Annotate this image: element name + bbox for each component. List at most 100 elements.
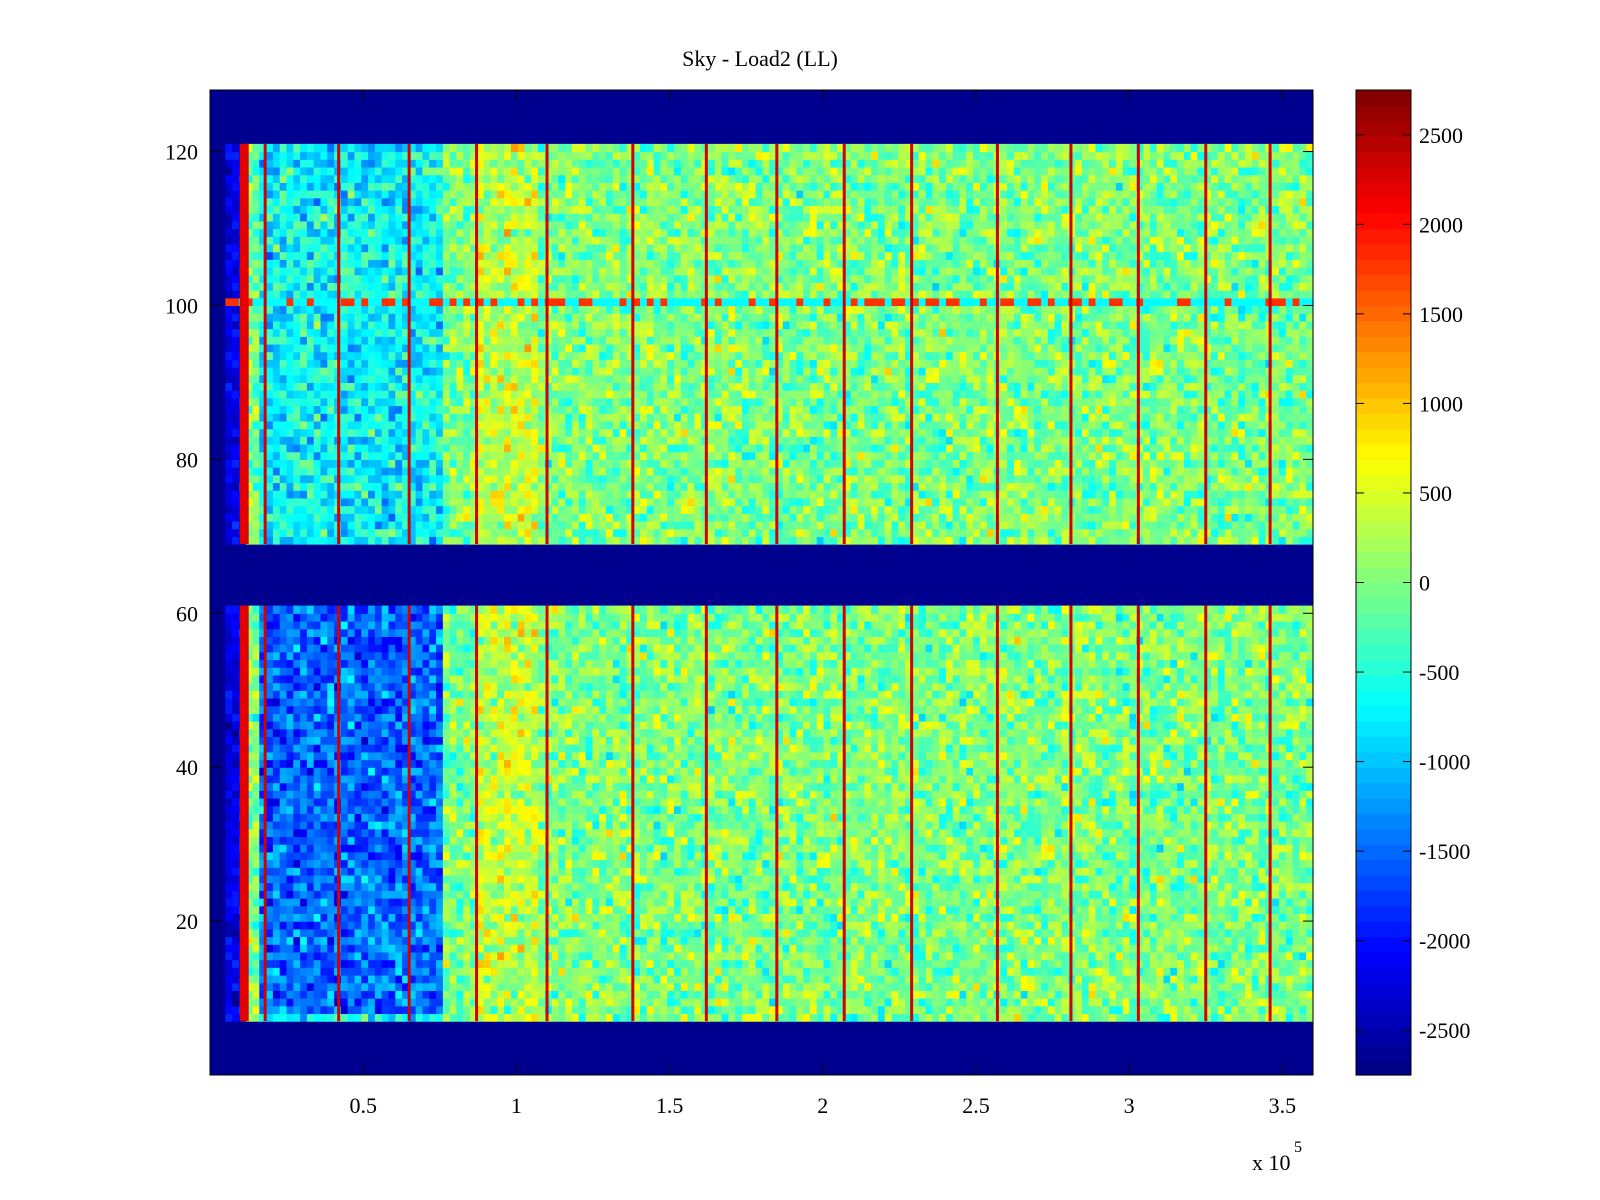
heatmap-cell: [707, 936, 716, 945]
heatmap-cell: [483, 890, 492, 899]
heatmap-cell: [1272, 913, 1280, 922]
heatmap-cell: [524, 944, 532, 953]
heatmap-cell: [1095, 851, 1103, 861]
heatmap-cell: [1238, 990, 1246, 999]
heatmap-cell: [286, 928, 294, 938]
heatmap-cell: [1197, 782, 1205, 791]
heatmap-cell: [735, 967, 743, 976]
heatmap-cell: [1115, 851, 1124, 861]
heatmap-cell: [463, 859, 471, 868]
heatmap-cell: [1306, 951, 1314, 961]
heatmap-cell: [612, 867, 621, 876]
heatmap-cell: [755, 859, 763, 868]
heatmap-cell: [1041, 905, 1049, 914]
heatmap-cell: [1238, 1005, 1246, 1015]
heatmap-cell: [606, 790, 614, 799]
heatmap-cell: [707, 859, 716, 868]
heatmap-cell: [429, 874, 437, 884]
heatmap-cell: [837, 874, 845, 884]
heatmap-cell: [347, 1005, 356, 1015]
heatmap-cell: [1204, 1005, 1212, 1015]
heatmap-cell: [1177, 867, 1185, 876]
heatmap-cell: [402, 874, 410, 884]
heatmap-cell: [422, 905, 430, 914]
heatmap-cell: [483, 982, 492, 991]
heatmap-cell: [619, 874, 627, 884]
heatmap-cell: [687, 782, 695, 791]
heatmap-cell: [673, 1013, 682, 1022]
heatmap-cell: [1007, 821, 1015, 830]
heatmap-cell: [1115, 867, 1124, 876]
heatmap-cell: [755, 936, 763, 945]
heatmap-cell: [626, 1013, 634, 1022]
heatmap-cell: [966, 867, 974, 876]
heatmap-cell: [1000, 851, 1008, 861]
heatmap-cell: [1061, 851, 1069, 861]
heatmap-cell: [769, 998, 777, 1007]
heatmap-cell: [884, 882, 893, 891]
heatmap-cell: [504, 967, 512, 976]
heatmap-cell: [300, 936, 308, 945]
heatmap-cell: [504, 836, 512, 845]
heatmap-cell: [1197, 898, 1205, 907]
heatmap-cell: [1034, 944, 1042, 953]
heatmap-cell: [368, 874, 376, 884]
heatmap-cell: [626, 828, 634, 838]
heatmap-cell: [1190, 959, 1199, 968]
heatmap-cell: [694, 790, 702, 799]
heatmap-cell: [1217, 844, 1226, 853]
heatmap-cell: [354, 998, 362, 1007]
heatmap-cell: [517, 882, 526, 891]
heatmap-cell: [714, 867, 723, 876]
heatmap-cell: [707, 813, 716, 822]
heatmap-cell: [1299, 805, 1307, 814]
heatmap-cell: [694, 874, 702, 884]
heatmap-cell: [293, 867, 301, 876]
heatmap-cell: [476, 944, 485, 953]
heatmap-cell: [1204, 898, 1212, 907]
heatmap-cell: [925, 982, 933, 991]
heatmap-cell: [619, 936, 627, 945]
heatmap-cell: [245, 867, 254, 876]
heatmap-cell: [612, 805, 621, 814]
heatmap-cell: [707, 782, 716, 791]
heatmap-cell: [293, 928, 301, 938]
heatmap-cell: [939, 951, 947, 961]
heatmap-cell: [497, 890, 505, 899]
heatmap-cell: [932, 797, 940, 807]
heatmap-cell: [422, 990, 430, 999]
heatmap-cell: [422, 951, 430, 961]
heatmap-cell: [837, 944, 845, 953]
heatmap-cell: [816, 882, 825, 891]
heatmap-cell: [714, 944, 723, 953]
heatmap-cell: [1279, 797, 1287, 807]
heatmap-cell: [619, 821, 627, 830]
heatmap-cell: [347, 898, 356, 907]
heatmap-cell: [755, 867, 763, 876]
heatmap-cell: [1177, 828, 1185, 838]
heatmap-cell: [748, 836, 757, 845]
heatmap-cell: [388, 974, 396, 984]
heatmap-cell: [1272, 851, 1280, 861]
heatmap-cell: [1177, 998, 1185, 1007]
heatmap-cell: [1088, 805, 1097, 814]
heatmap-cell: [293, 967, 301, 976]
heatmap-cell: [640, 836, 648, 845]
heatmap-cell: [1238, 944, 1246, 953]
heatmap-cell: [442, 936, 451, 945]
heatmap-cell: [1299, 828, 1307, 838]
heatmap-cell: [456, 790, 464, 799]
heatmap-cell: [422, 805, 430, 814]
heatmap-cell: [769, 913, 777, 922]
heatmap-cell: [1136, 921, 1144, 930]
heatmap-cell: [476, 959, 485, 968]
heatmap-cell: [1224, 1005, 1233, 1015]
heatmap-cell: [769, 890, 777, 899]
heatmap-cell: [490, 805, 498, 814]
heatmap-cell: [361, 967, 369, 976]
heatmap-cell: [558, 1013, 566, 1022]
heatmap-cell: [320, 998, 328, 1007]
heatmap-cell: [803, 828, 811, 838]
heatmap-cell: [714, 844, 723, 853]
heatmap-cell: [429, 828, 437, 838]
